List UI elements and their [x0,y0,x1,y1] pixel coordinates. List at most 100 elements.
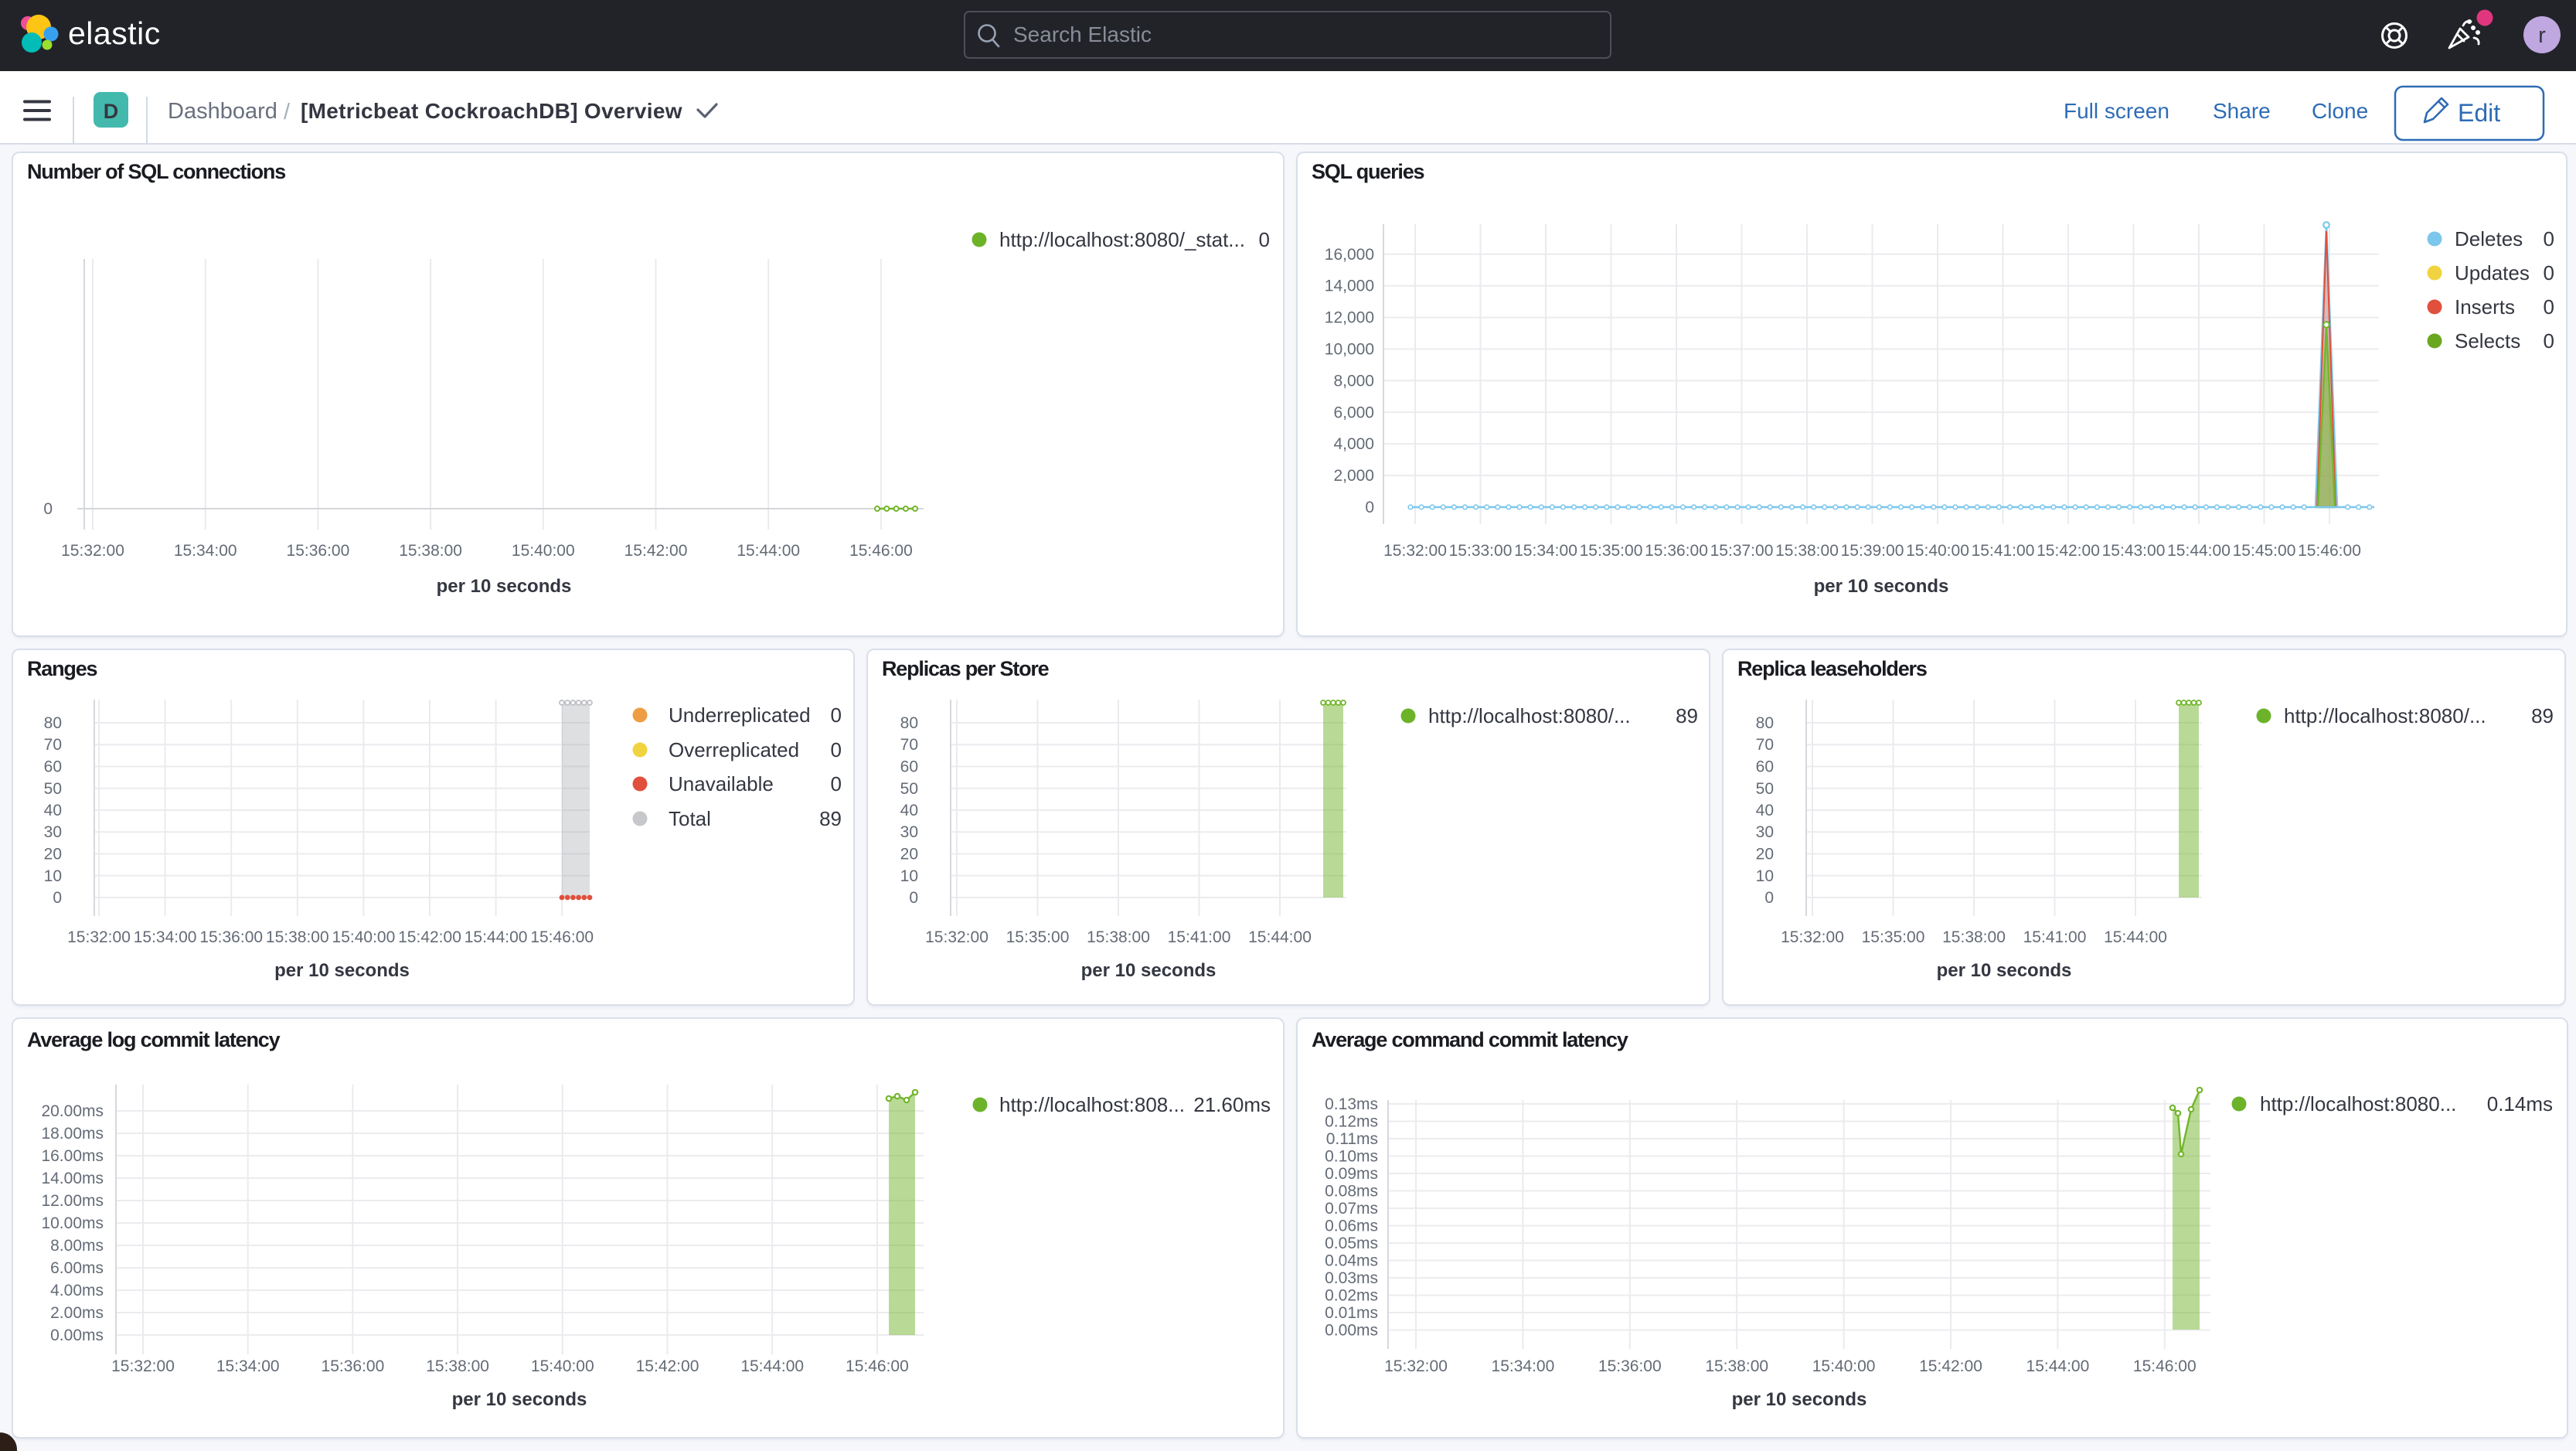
svg-text:per 10 seconds: per 10 seconds [437,576,572,597]
svg-text:15:44:00: 15:44:00 [740,1357,804,1375]
svg-text:10: 10 [900,867,918,885]
svg-text:Deletes: Deletes [2455,227,2523,250]
svg-text:15:44:00: 15:44:00 [2167,542,2231,560]
svg-text:SQL queries: SQL queries [1312,160,1424,183]
svg-text:0.06ms: 0.06ms [1325,1218,1378,1235]
svg-text:15:32:00: 15:32:00 [61,542,124,560]
svg-text:40: 40 [900,802,918,819]
svg-text:15:36:00: 15:36:00 [1598,1357,1662,1375]
svg-text:80: 80 [44,714,62,732]
svg-text:12,000: 12,000 [1325,309,1374,327]
svg-text:0.04ms: 0.04ms [1325,1252,1378,1270]
svg-text:15:41:00: 15:41:00 [1972,542,2035,560]
svg-text:per 10 seconds: per 10 seconds [1732,1389,1867,1410]
svg-text:0: 0 [1764,889,1774,907]
svg-text:10: 10 [1756,867,1774,885]
svg-text:15:44:00: 15:44:00 [737,542,800,560]
svg-text:Number of SQL connections: Number of SQL connections [27,160,285,183]
svg-text:15:41:00: 15:41:00 [2023,928,2087,946]
svg-text:Unavailable: Unavailable [669,772,774,795]
svg-text:15:38:00: 15:38:00 [399,542,462,560]
svg-text:per 10 seconds: per 10 seconds [1814,576,1949,597]
svg-text:15:38:00: 15:38:00 [426,1357,489,1375]
svg-text:/: / [284,100,291,124]
svg-text:per 10 seconds: per 10 seconds [274,960,410,981]
svg-text:70: 70 [900,736,918,754]
svg-text:0: 0 [1365,499,1374,516]
svg-text:15:46:00: 15:46:00 [2133,1357,2197,1375]
svg-text:per 10 seconds: per 10 seconds [1081,960,1217,981]
svg-text:80: 80 [900,714,918,732]
svg-text:elastic: elastic [68,15,161,51]
svg-text:15:36:00: 15:36:00 [322,1357,385,1375]
svg-text:6,000: 6,000 [1333,404,1374,421]
svg-text:15:36:00: 15:36:00 [1645,542,1708,560]
svg-text:Overreplicated: Overreplicated [669,738,799,761]
svg-text:0: 0 [831,772,842,795]
svg-text:16.00ms: 16.00ms [41,1147,104,1165]
svg-text:70: 70 [44,736,62,754]
svg-text:15:35:00: 15:35:00 [1862,928,1925,946]
svg-text:12.00ms: 12.00ms [41,1192,104,1210]
svg-text:0.10ms: 0.10ms [1325,1148,1378,1166]
svg-text:10,000: 10,000 [1325,341,1374,359]
svg-text:15:40:00: 15:40:00 [1812,1357,1876,1375]
svg-text:Dashboard: Dashboard [168,99,277,124]
svg-text:60: 60 [900,758,918,776]
svg-text:http://localhost:8080...: http://localhost:8080... [2260,1092,2456,1115]
svg-text:15:40:00: 15:40:00 [332,928,396,946]
svg-text:15:35:00: 15:35:00 [1006,928,1070,946]
svg-text:2.00ms: 2.00ms [50,1304,104,1322]
svg-text:80: 80 [1756,714,1774,732]
svg-text:15:33:00: 15:33:00 [1449,542,1513,560]
svg-text:http://localhost:808...: http://localhost:808... [999,1093,1185,1116]
svg-text:15:34:00: 15:34:00 [174,542,237,560]
svg-text:14.00ms: 14.00ms [41,1170,104,1187]
svg-text:89: 89 [1676,704,1698,727]
svg-text:http://localhost:8080/...: http://localhost:8080/... [1428,704,1631,727]
svg-text:15:44:00: 15:44:00 [1248,928,1312,946]
svg-text:15:36:00: 15:36:00 [287,542,350,560]
svg-text:Share: Share [2213,99,2271,123]
svg-text:Total: Total [669,807,711,830]
svg-text:15:34:00: 15:34:00 [1514,542,1577,560]
svg-text:0: 0 [831,738,842,761]
svg-text:70: 70 [1756,736,1774,754]
svg-text:0.11ms: 0.11ms [1326,1130,1378,1148]
svg-text:60: 60 [44,758,62,776]
svg-text:15:46:00: 15:46:00 [2298,542,2361,560]
svg-text:0.12ms: 0.12ms [1325,1113,1378,1131]
svg-text:10: 10 [44,867,62,885]
svg-text:15:45:00: 15:45:00 [2233,542,2296,560]
svg-text:15:37:00: 15:37:00 [1710,542,1774,560]
svg-text:20: 20 [1756,846,1774,863]
svg-text:0.02ms: 0.02ms [1325,1287,1378,1305]
svg-text:0: 0 [831,703,842,727]
svg-text:15:46:00: 15:46:00 [849,542,913,560]
svg-text:15:43:00: 15:43:00 [2102,542,2166,560]
svg-text:Average log commit latency: Average log commit latency [27,1028,281,1051]
svg-text:40: 40 [44,802,62,819]
svg-text:20.00ms: 20.00ms [41,1102,104,1120]
svg-text:15:38:00: 15:38:00 [1087,928,1150,946]
svg-text:http://localhost:8080/...: http://localhost:8080/... [2284,704,2486,727]
svg-text:15:46:00: 15:46:00 [846,1357,909,1375]
svg-text:15:32:00: 15:32:00 [925,928,989,946]
svg-text:0.05ms: 0.05ms [1325,1235,1378,1252]
svg-text:15:40:00: 15:40:00 [1906,542,1969,560]
svg-text:Edit: Edit [2458,99,2500,127]
svg-text:0.09ms: 0.09ms [1325,1165,1378,1183]
svg-text:89: 89 [819,807,842,830]
svg-text:0.07ms: 0.07ms [1325,1200,1378,1218]
svg-text:Ranges: Ranges [27,657,97,680]
svg-text:0: 0 [1259,228,1270,251]
svg-text:15:42:00: 15:42:00 [636,1357,699,1375]
svg-text:0: 0 [909,889,918,907]
svg-text:15:40:00: 15:40:00 [531,1357,594,1375]
svg-text:14,000: 14,000 [1325,278,1374,295]
svg-text:18.00ms: 18.00ms [41,1125,104,1143]
svg-text:15:38:00: 15:38:00 [1942,928,2006,946]
svg-text:15:42:00: 15:42:00 [624,542,688,560]
svg-text:15:39:00: 15:39:00 [1841,542,1904,560]
svg-text:0: 0 [2544,261,2554,284]
